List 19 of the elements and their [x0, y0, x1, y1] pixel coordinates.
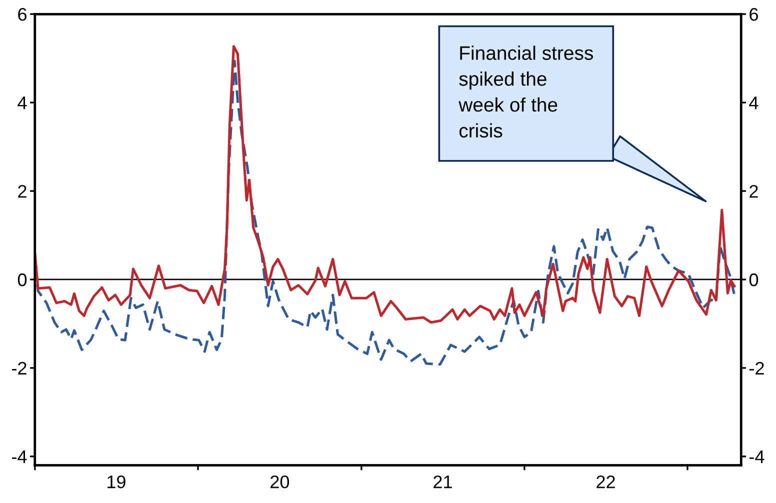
y2-tick-label: -4 — [750, 450, 764, 463]
y-tick-label: 4 — [18, 96, 27, 110]
y-tick-label: 6 — [18, 8, 26, 21]
x-tick-label: 22 — [596, 475, 615, 488]
line-series — [34, 60, 736, 366]
y-tick-label: -2 — [12, 362, 26, 374]
y2-tick-label: 6 — [750, 8, 758, 21]
y-tick-label: 0 — [18, 273, 27, 286]
x-tick-label: 21 — [434, 475, 452, 488]
y2-tick-label: 0 — [749, 273, 758, 286]
y-tick-label: -4 — [12, 450, 27, 463]
y-tick-label: 2 — [18, 184, 26, 198]
y2-tick-label: -2 — [750, 362, 764, 374]
y2-tick-label: 2 — [750, 184, 758, 198]
x-tick-label: 20 — [270, 475, 290, 488]
line-series — [34, 45, 736, 324]
y2-tick-label: 4 — [749, 96, 758, 110]
x-tick-label: 19 — [108, 475, 126, 488]
annotation: Financial stress spiked the week of the crisis — [458, 46, 593, 138]
